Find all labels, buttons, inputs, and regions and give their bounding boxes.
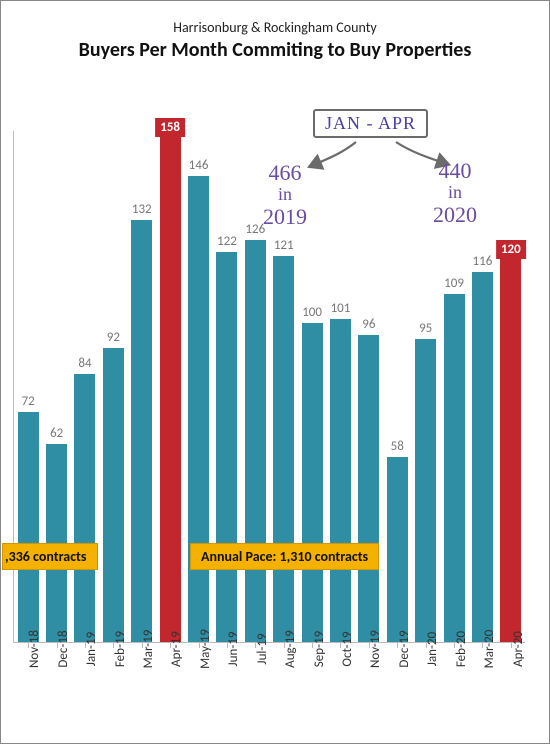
bar: 109 [444, 294, 465, 642]
chart-title: Buyers Per Month Commiting to Buy Proper… [1, 38, 549, 62]
bar-value-label: 72 [22, 394, 35, 412]
x-axis-label: Mar-19 [141, 630, 156, 669]
bar-slot: 116 [468, 131, 496, 642]
x-axis-label: Nov-18 [27, 630, 42, 668]
bar: 58 [387, 457, 408, 642]
x-axis-label: Nov-19 [368, 630, 383, 668]
bar-value-label: 122 [217, 234, 237, 252]
bar-value-label: 132 [132, 202, 152, 220]
x-axis-label: Apr-19 [169, 631, 184, 667]
bar-value-label: 92 [107, 330, 120, 348]
bar: 122 [216, 252, 237, 642]
x-axis-label: Feb-20 [454, 631, 469, 667]
x-axis-label: Apr-20 [511, 631, 526, 667]
x-axis-label: Feb-19 [113, 631, 128, 667]
bar-slot: 132 [128, 131, 156, 642]
chart-subtitle: Harrisonburg & Rockingham County [1, 19, 549, 36]
bar-value-label: 62 [50, 426, 63, 444]
bar: 96 [358, 335, 379, 642]
bar-value-label: 58 [391, 439, 404, 457]
bar: 100 [302, 323, 323, 642]
bar-slot: 92 [99, 131, 127, 642]
bar: 72 [18, 412, 39, 642]
bar: 92 [103, 348, 124, 642]
bar: 120 [500, 259, 521, 642]
bar: 84 [74, 374, 95, 642]
bar-value-label: 100 [302, 305, 322, 323]
x-axis-label: Jan-20 [425, 632, 440, 666]
bar-value-label: 96 [362, 317, 375, 335]
bar-slot: 120 [497, 131, 525, 642]
bar: 132 [131, 220, 152, 642]
bar-value-label: 121 [274, 238, 294, 256]
plot-area: 7262849213215814612212612110010196589510… [13, 131, 525, 643]
x-axis-label: Sep-19 [312, 631, 327, 667]
x-axis-label: Aug-19 [283, 630, 298, 668]
bar-value-label: 120 [496, 240, 526, 259]
pace-label-right: Annual Pace: 1,310 contracts [190, 543, 379, 570]
bar-value-label: 95 [419, 321, 432, 339]
bar: 95 [415, 339, 436, 642]
bar: 146 [188, 176, 209, 642]
bar: 116 [472, 272, 493, 642]
bar-value-label: 126 [245, 222, 265, 240]
bar-slot: 95 [411, 131, 439, 642]
x-axis: Nov-18Dec-18Jan-19Feb-19Mar-19Apr-19May-… [13, 643, 525, 691]
bar-value-label: 109 [444, 276, 464, 294]
x-axis-label: Jul-19 [255, 633, 270, 664]
bar-value-label: 146 [189, 158, 209, 176]
bar-chart: 7262849213215814612212612110010196589510… [13, 131, 525, 691]
x-axis-label: Dec-18 [56, 630, 71, 667]
x-axis-label: Oct-19 [340, 631, 355, 666]
bar-slot: 158 [156, 131, 184, 642]
bar-value-label: 101 [331, 301, 351, 319]
pace-label-left: ,336 contracts [2, 543, 98, 570]
bar-value-label: 116 [473, 254, 493, 272]
bar-slot: 58 [383, 131, 411, 642]
x-axis-label: Jun-19 [226, 632, 241, 667]
bar-slot: 109 [440, 131, 468, 642]
bar: 158 [160, 137, 181, 642]
x-axis-label: May-19 [198, 629, 213, 669]
bar: 126 [245, 240, 266, 642]
x-axis-label: Mar-20 [482, 630, 497, 669]
x-axis-label: Dec-19 [397, 630, 412, 667]
x-axis-label: Jan-19 [84, 632, 99, 666]
bar-value-label: 158 [155, 118, 185, 137]
bar-value-label: 84 [78, 356, 91, 374]
bar: 101 [330, 319, 351, 642]
bar: 121 [273, 256, 294, 642]
